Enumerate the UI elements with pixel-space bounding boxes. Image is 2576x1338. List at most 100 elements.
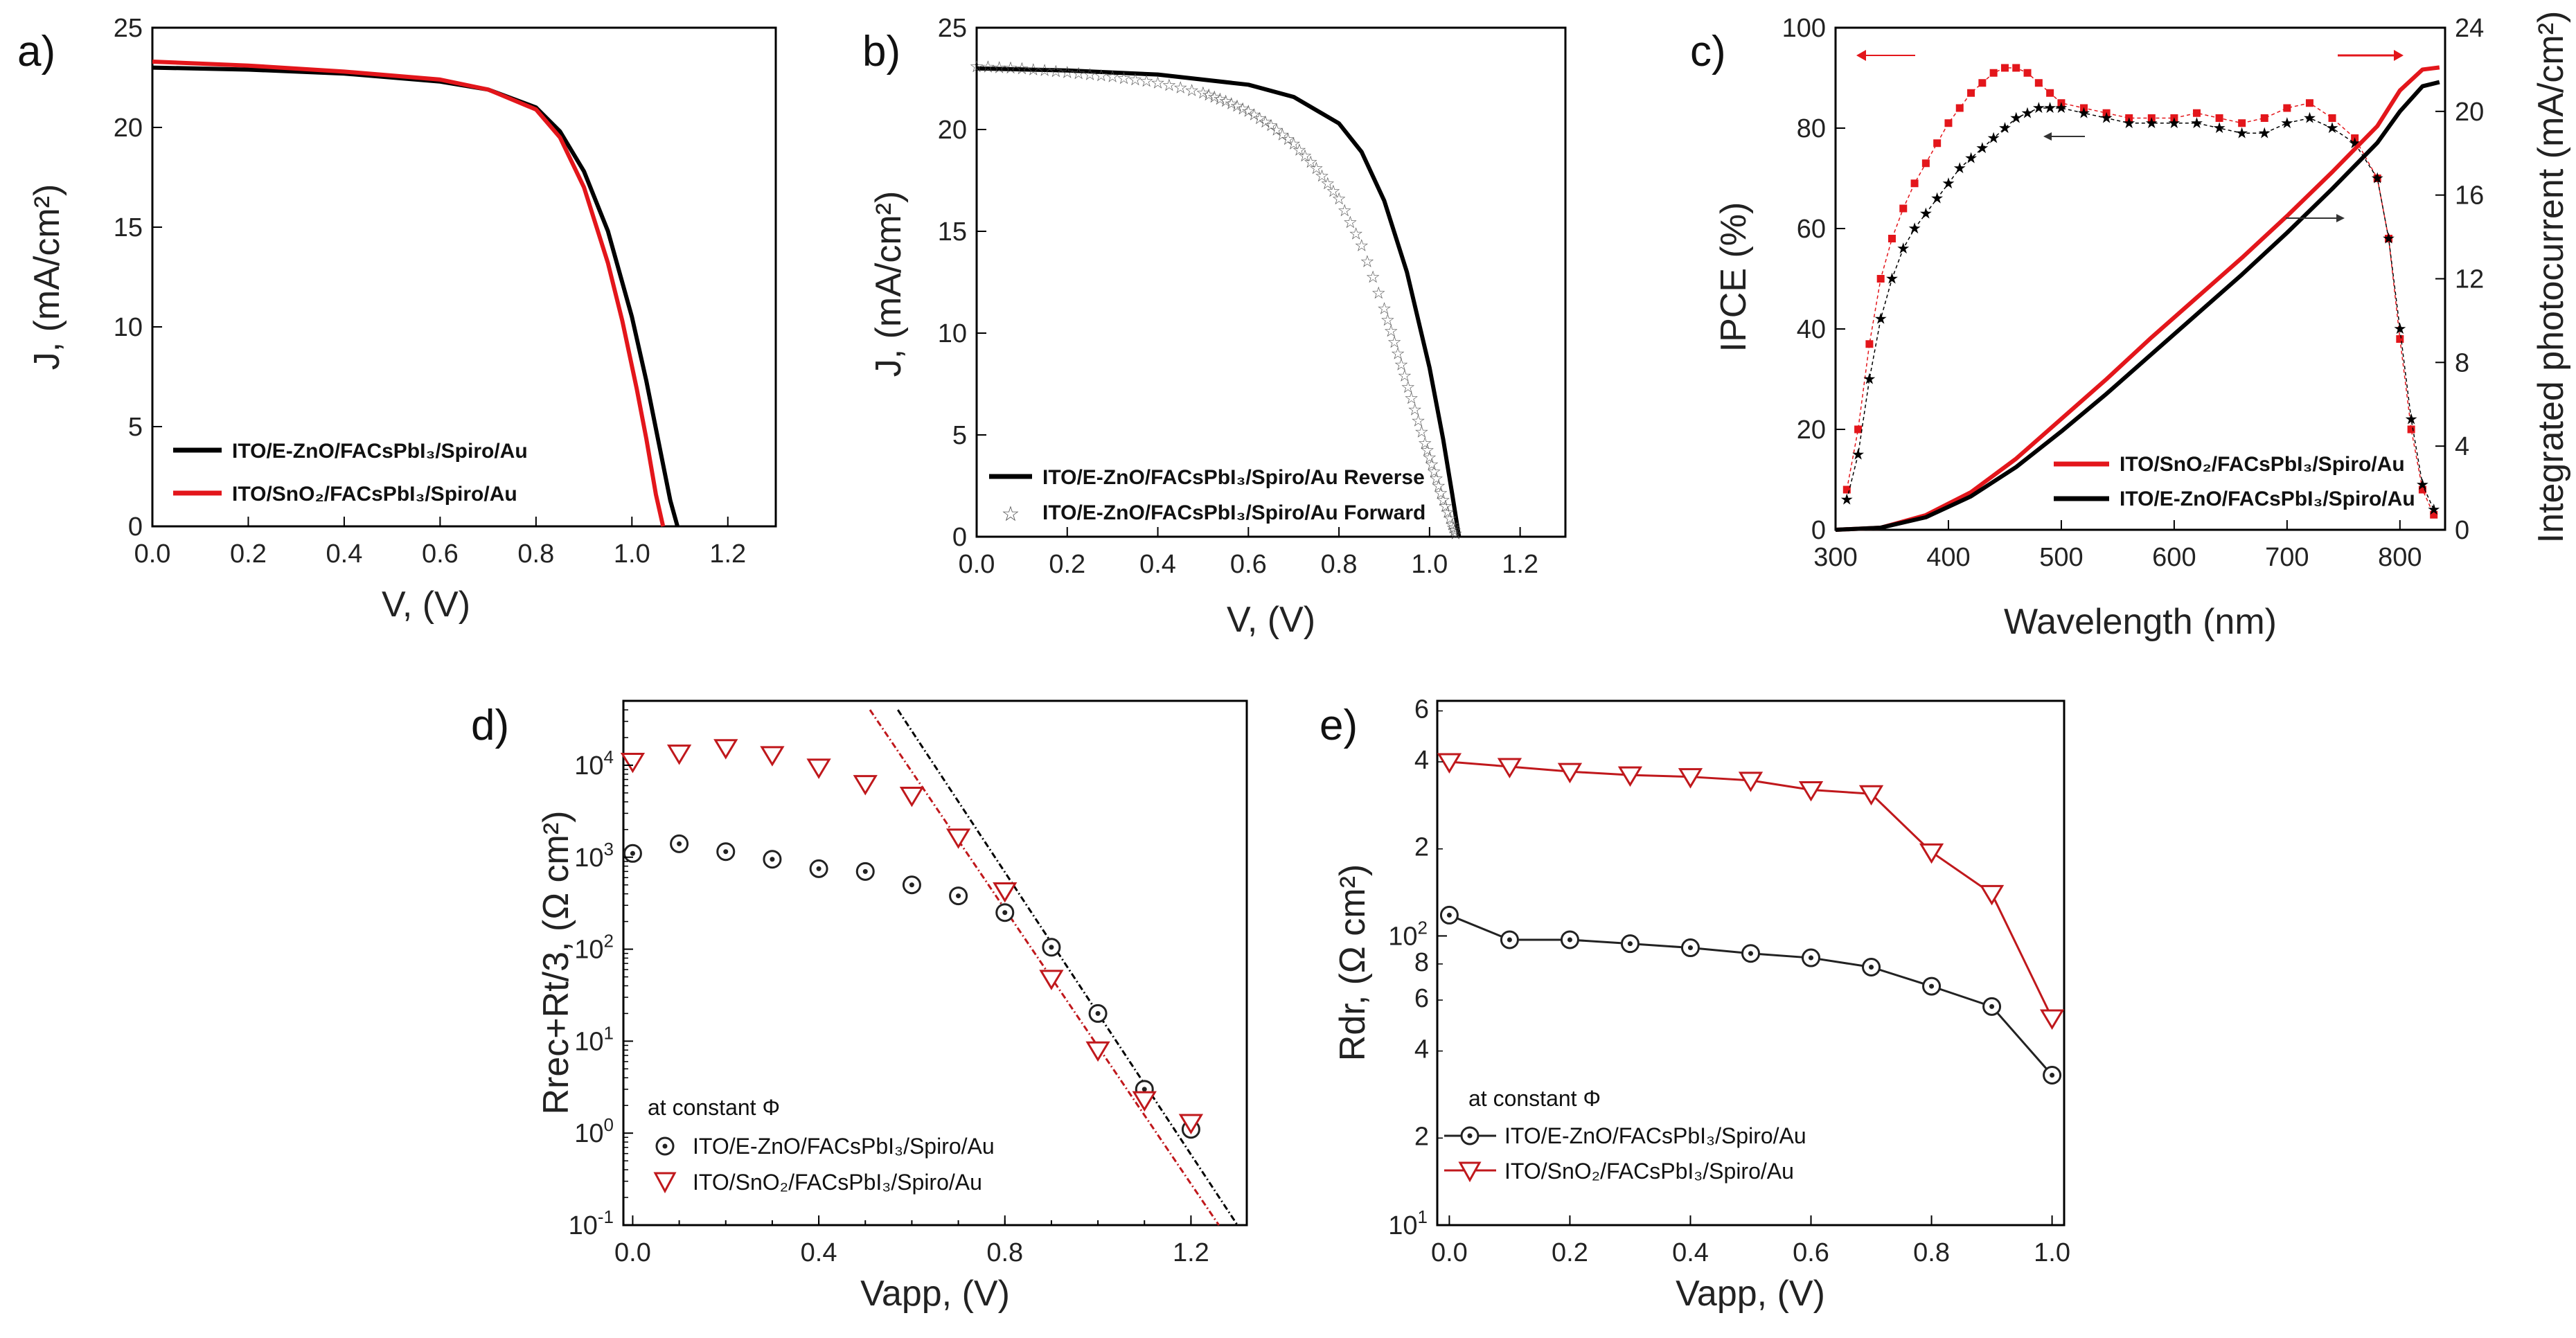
pe-point-0-7-dot [1869,964,1874,970]
pd-point-0-5 [855,862,875,881]
pc-point-0-2 [1865,340,1874,348]
panel-c-axes: 300 400 500 600 700 800 0 20 40 60 80 100 0 4 8 12 16 20 2… [1782,14,2485,572]
pc-point-0-7 [1921,159,1930,168]
pc-point-1-35: ★ [2393,321,2407,338]
pb-xtick-label-4: 0.8 [1321,550,1358,579]
pc-ytick-label-5: 100 [1782,14,1826,43]
pe-yminor-label-6: 6 [1414,695,1429,724]
pb-point-1-19-3: ☆ [1448,524,1464,544]
pd-point-1-2 [713,739,738,760]
pc-point-1-36: ★ [2404,411,2418,429]
pb-point-1-0-0: ☆ [969,57,984,76]
pb-point-1-3-1: ☆ [1117,69,1132,88]
pb-point-1-13-1: ☆ [1380,310,1396,330]
panel-d-label: d) [471,702,509,749]
pd-point-0-8 [995,903,1015,922]
pe-point-1-6 [1798,781,1824,802]
pb-ytick-label-2: 10 [938,319,967,348]
pc-point-0-9 [1944,119,1953,127]
pe-series-1 [1437,753,2065,1030]
pb-point-1-14-0: ☆ [1390,344,1405,363]
pe-yminor-label-1: 4 [1414,1035,1429,1064]
pc-point-0-22 [2125,114,2133,122]
panel-d-series [620,709,1238,1226]
pe-point-1-3 [1617,766,1643,787]
pc-y2tick-label-0: 0 [2455,516,2469,545]
pb-point-1-17-1: ☆ [1429,469,1444,488]
pb-point-1-12-3: ☆ [1371,283,1387,303]
pc-point-1-29: ★ [2280,115,2294,132]
pb-point-1-0-3: ☆ [1003,58,1018,78]
panel-b-legend-swatch-1: ☆ [1002,502,1020,526]
panel-d-xlabel: Vapp, (V) [860,1274,1010,1314]
pb-point-1-13-3: ☆ [1387,332,1402,352]
pb-point-1-16-2: ☆ [1422,447,1437,467]
pc-point-0-10 [1955,104,1964,112]
pd-point-0-4-dot [816,866,821,871]
pc-point-0-11 [1967,89,1975,97]
panel-d-legend-swatch-1 [653,1172,677,1194]
pb-point-1-12-1: ☆ [1360,251,1375,271]
pd-point-1-12 [1178,1114,1204,1134]
pe-point-0-2-dot [1567,937,1572,943]
panel-e-legend-swatch-1 [1458,1161,1482,1183]
pc-point-1-28: ★ [2257,125,2271,142]
pe-series-line-1 [1449,760,2053,1019]
panel-e-label: e) [1320,702,1358,749]
pb-series-1: ☆☆☆☆☆☆☆☆☆☆☆☆☆☆☆☆☆☆☆☆☆☆☆☆☆☆☆☆☆☆☆☆☆☆☆☆☆☆☆☆… [969,57,1463,544]
pc-point-0-25 [2192,109,2201,117]
pc-point-0-1 [1854,425,1863,434]
pc-y2tick-label-4: 16 [2455,181,2484,211]
panel-c-legend-label-1: ITO/E-ZnO/FACsPbI₃/Spiro/Au [2120,488,2415,510]
pc-point-0-37 [2418,485,2426,494]
pe-point-0-10 [2043,1065,2062,1085]
panel-e-legend-label-0: ITO/E-ZnO/FACsPbI₃/Spiro/Au [1504,1123,1806,1148]
pc-point-0-31 [2328,114,2336,122]
pb-ytick-label-5: 25 [938,14,967,43]
pc-point-0-32 [2351,134,2359,142]
pb-point-1-1-1: ☆ [1026,60,1041,79]
pc-series-line-0 [1846,67,2435,515]
pc-point-1-4: ★ [1885,271,1899,288]
pe-point-1-10 [2039,1009,2065,1030]
pc-point-1-2: ★ [1863,371,1876,389]
pa-xtick-label-0: 0.0 [134,539,171,569]
pb-point-1-11-3: ☆ [1349,224,1364,244]
pb-point-1-9-0: ☆ [1286,134,1302,154]
pc-point-0-12 [1978,79,1987,87]
pc-point-1-22: ★ [2122,115,2136,132]
pb-point-1-4-3: ☆ [1184,80,1200,100]
panel-e-legend: ITO/E-ZnO/FACsPbI₃/Spiro/Au ITO/SnO₂/FAC… [1444,1123,1806,1184]
pd-point-0-7 [949,886,968,906]
panel-e-series [1437,753,2065,1085]
pc-point-1-33: ★ [2370,170,2384,188]
panel-e-ylabel: Rdr, (Ω cm²) [1333,864,1373,1061]
panel-a-series [152,59,679,527]
pc-point-1-14: ★ [1998,120,2012,137]
panel-c-series: ★★★★★★★★★★★★★★★★★★★★ ★ ★ ★ ★ ★ ★ ★ ★ ★★ ★★★★★★★★★ [1835,64,2441,532]
pd-point-0-0 [623,844,642,863]
pa-ytick-label-1: 5 [128,413,143,442]
pc-point-0-17 [2034,79,2043,87]
pa-ytick-label-2: 10 [114,313,143,342]
pd-point-1-1 [666,744,692,765]
pe-yminor-label-0: 2 [1414,1122,1429,1151]
pe-xtick-label-3: 0.6 [1793,1238,1829,1267]
pb-xtick-label-0: 0.0 [959,550,995,579]
panel-b: b) ☆☆☆☆☆☆☆☆☆☆☆☆☆☆☆☆☆☆☆☆☆☆☆☆☆☆☆☆☆☆☆☆☆☆☆☆☆… [862,14,1567,640]
pb-series-0 [976,66,1462,537]
pe-yminor-label-5: 4 [1414,746,1429,775]
panel-d-axes: 0.0 0.4 0.8 1.2 10-1 100 101 102 103 104 [569,700,1209,1267]
pb-xtick-label-5: 1.0 [1411,550,1448,579]
pb-point-1-14-1: ☆ [1394,355,1409,375]
panel-c-xlabel: Wavelength (nm) [2004,602,2277,642]
pb-point-1-8-2: ☆ [1275,125,1290,144]
pd-point-0-2-dot [723,849,729,855]
pc-point-1-6: ★ [1908,220,1921,238]
pd-fit-line-0 [897,709,1238,1226]
pe-point-0-9 [1982,997,2002,1016]
pb-point-1-0-1: ☆ [981,57,996,77]
pc-point-1-3: ★ [1874,311,1887,328]
pd-ytick-label-4: 103 [574,839,614,873]
pc-point-1-15: ★ [2009,110,2023,127]
